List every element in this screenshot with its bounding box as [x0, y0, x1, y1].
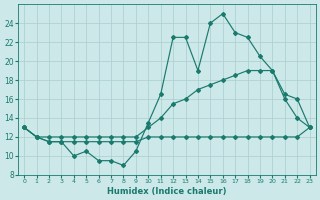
X-axis label: Humidex (Indice chaleur): Humidex (Indice chaleur)	[107, 187, 227, 196]
